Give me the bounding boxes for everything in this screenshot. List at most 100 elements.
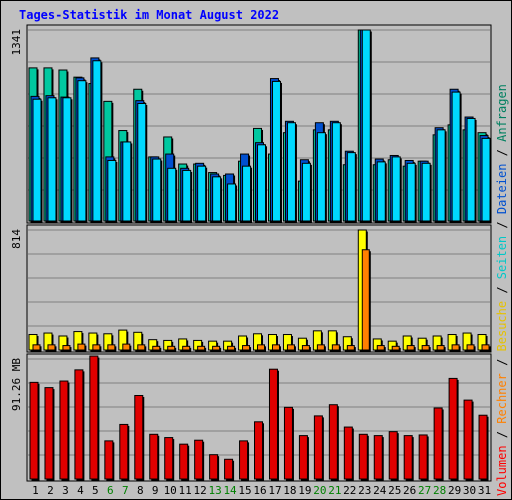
top-y-max-label: 1341 xyxy=(10,29,23,56)
x-tick-label: 16 xyxy=(253,484,266,497)
seiten-bar xyxy=(212,176,222,222)
volumen-bar xyxy=(373,435,383,480)
x-tick-label: 18 xyxy=(283,484,296,497)
volumen-bar xyxy=(418,434,428,480)
x-tick-label: 1 xyxy=(32,484,39,497)
volumen-bar xyxy=(59,380,69,480)
seiten-bar xyxy=(421,162,431,222)
x-tick-label: 9 xyxy=(152,484,159,497)
volumen-bar xyxy=(478,414,488,480)
rechner-bar xyxy=(107,344,116,351)
volumen-bar xyxy=(149,433,159,480)
seiten-bar xyxy=(271,80,281,222)
x-tick-label: 27 xyxy=(418,484,431,497)
volumen-bar xyxy=(328,404,338,480)
volumen-bar xyxy=(254,421,264,480)
volumen-bar xyxy=(433,407,443,480)
x-tick-label: 5 xyxy=(92,484,99,497)
x-tick-label: 6 xyxy=(107,484,114,497)
x-tick-label: 24 xyxy=(373,484,387,497)
volumen-bar xyxy=(74,369,84,480)
x-tick-label: 14 xyxy=(223,484,237,497)
bottom-y-max-label: 91.26 MB xyxy=(10,358,23,411)
volumen-bar xyxy=(463,399,473,480)
x-tick-label: 13 xyxy=(208,484,221,497)
legend-segment: Anfragen xyxy=(495,84,509,142)
rechner-bar xyxy=(271,344,280,351)
rechner-bar xyxy=(77,343,86,351)
volumen-bar xyxy=(134,395,144,480)
volumen-bar xyxy=(29,381,39,480)
seiten-bar xyxy=(346,152,356,222)
seiten-bar xyxy=(331,122,341,222)
x-tick-label: 30 xyxy=(463,484,476,497)
seiten-bar xyxy=(107,159,117,222)
seiten-bar xyxy=(227,183,237,222)
x-tick-label: 3 xyxy=(62,484,69,497)
seiten-bar xyxy=(182,169,192,222)
rechner-bar xyxy=(62,345,71,351)
middle-y-max-label: 814 xyxy=(10,229,23,249)
rechner-bar xyxy=(227,345,236,351)
legend-segment: Dateien xyxy=(495,164,509,215)
legend-segment: Besuche xyxy=(495,301,509,352)
volumen-bar xyxy=(224,458,234,480)
rechner-bar xyxy=(92,344,101,351)
seiten-bar xyxy=(257,144,267,222)
volumen-bar xyxy=(388,431,398,480)
rechner-bar xyxy=(122,343,131,351)
seiten-bar xyxy=(167,167,177,222)
volumen-bar xyxy=(448,377,458,480)
rechner-bar xyxy=(376,345,385,351)
rechner-bar xyxy=(481,344,490,351)
volumen-bar xyxy=(104,440,114,480)
seiten-bar xyxy=(436,129,446,222)
seiten-bar xyxy=(316,132,326,222)
rechner-bar xyxy=(331,344,340,351)
x-tick-label: 28 xyxy=(433,484,446,497)
rechner-bar xyxy=(316,344,325,351)
rechner-bar xyxy=(242,345,251,351)
x-tick-label: 19 xyxy=(298,484,311,497)
seiten-bar xyxy=(242,165,252,222)
rechner-bar xyxy=(436,345,445,351)
seiten-bar xyxy=(286,122,296,222)
rechner-bar xyxy=(152,345,161,351)
volumen-bar xyxy=(268,368,278,480)
volumen-bar xyxy=(89,355,99,480)
x-tick-label: 22 xyxy=(343,484,356,497)
legend-segment: Volumen xyxy=(495,445,509,496)
rechner-bar xyxy=(451,344,460,351)
seiten-bar xyxy=(481,137,491,222)
x-tick-label: 20 xyxy=(313,484,326,497)
right-legend: Volumen / Rechner / Besuche / Seiten / D… xyxy=(495,84,509,496)
x-tick-label: 25 xyxy=(388,484,401,497)
volumen-bar xyxy=(194,439,204,480)
x-tick-label: 12 xyxy=(194,484,207,497)
x-tick-label: 21 xyxy=(328,484,341,497)
x-tick-label: 29 xyxy=(448,484,461,497)
volumen-bar xyxy=(239,440,249,480)
volumen-bar xyxy=(403,435,413,480)
seiten-bar xyxy=(92,60,102,222)
rechner-bar xyxy=(137,344,146,351)
rechner-bar xyxy=(182,345,191,351)
rechner-bar xyxy=(361,249,370,351)
volumen-bar xyxy=(44,387,54,480)
x-tick-label: 26 xyxy=(403,484,416,497)
x-tick-label: 31 xyxy=(478,484,491,497)
x-tick-label: 23 xyxy=(358,484,371,497)
volumen-bar xyxy=(164,437,174,480)
seiten-bar xyxy=(301,162,311,222)
x-tick-label: 4 xyxy=(77,484,84,497)
chart-title: Tages-Statistik im Monat August 2022 xyxy=(19,8,280,22)
middle-panel-frame xyxy=(26,224,492,353)
legend-segment: Seiten xyxy=(495,236,509,279)
rechner-bar xyxy=(47,344,56,351)
volumen-bar xyxy=(313,415,323,480)
seiten-bar xyxy=(451,91,461,222)
rechner-bar xyxy=(421,345,430,351)
seiten-bar xyxy=(77,80,87,222)
